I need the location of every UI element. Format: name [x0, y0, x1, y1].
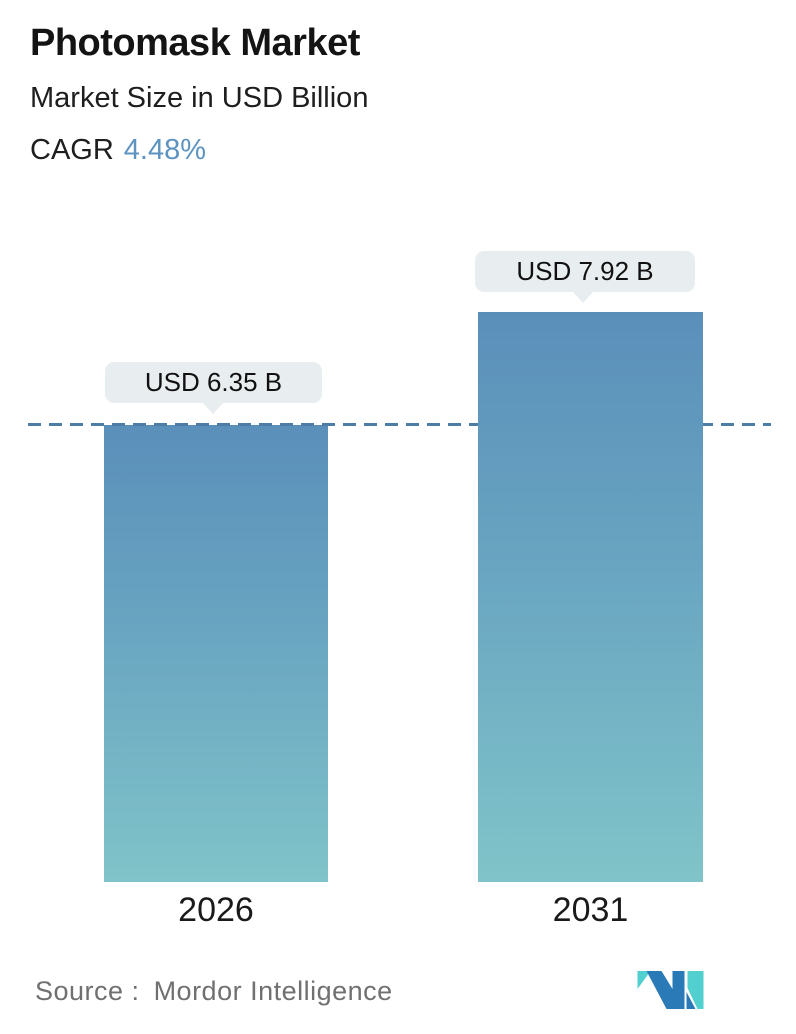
x-axis-label-2031: 2031: [552, 891, 629, 929]
cagr-value: 4.48%: [123, 134, 207, 166]
page-title: Photomask Market: [30, 22, 360, 64]
chart-subtitle: Market Size in USD Billion: [30, 82, 369, 114]
value-badge-pointer-2031: [572, 291, 594, 303]
value-badge-2031: USD 7.92 B: [475, 251, 695, 292]
bar-2026: [104, 425, 328, 882]
source-row: Source : Mordor Intelligence: [35, 976, 393, 1007]
reference-dashed-line: [28, 423, 771, 426]
value-badge-pointer-2026: [202, 402, 224, 414]
cagr-label: CAGR: [30, 134, 114, 166]
value-badge-2026: USD 6.35 B: [105, 362, 322, 403]
x-axis-label-2026: 2026: [178, 891, 254, 929]
mordor-intelligence-logo-icon: [637, 971, 704, 1009]
source-label: Source :: [35, 976, 140, 1006]
bar-2031: [478, 312, 703, 882]
source-name: Mordor Intelligence: [153, 976, 393, 1006]
cagr-row: CAGR 4.48%: [30, 134, 206, 167]
